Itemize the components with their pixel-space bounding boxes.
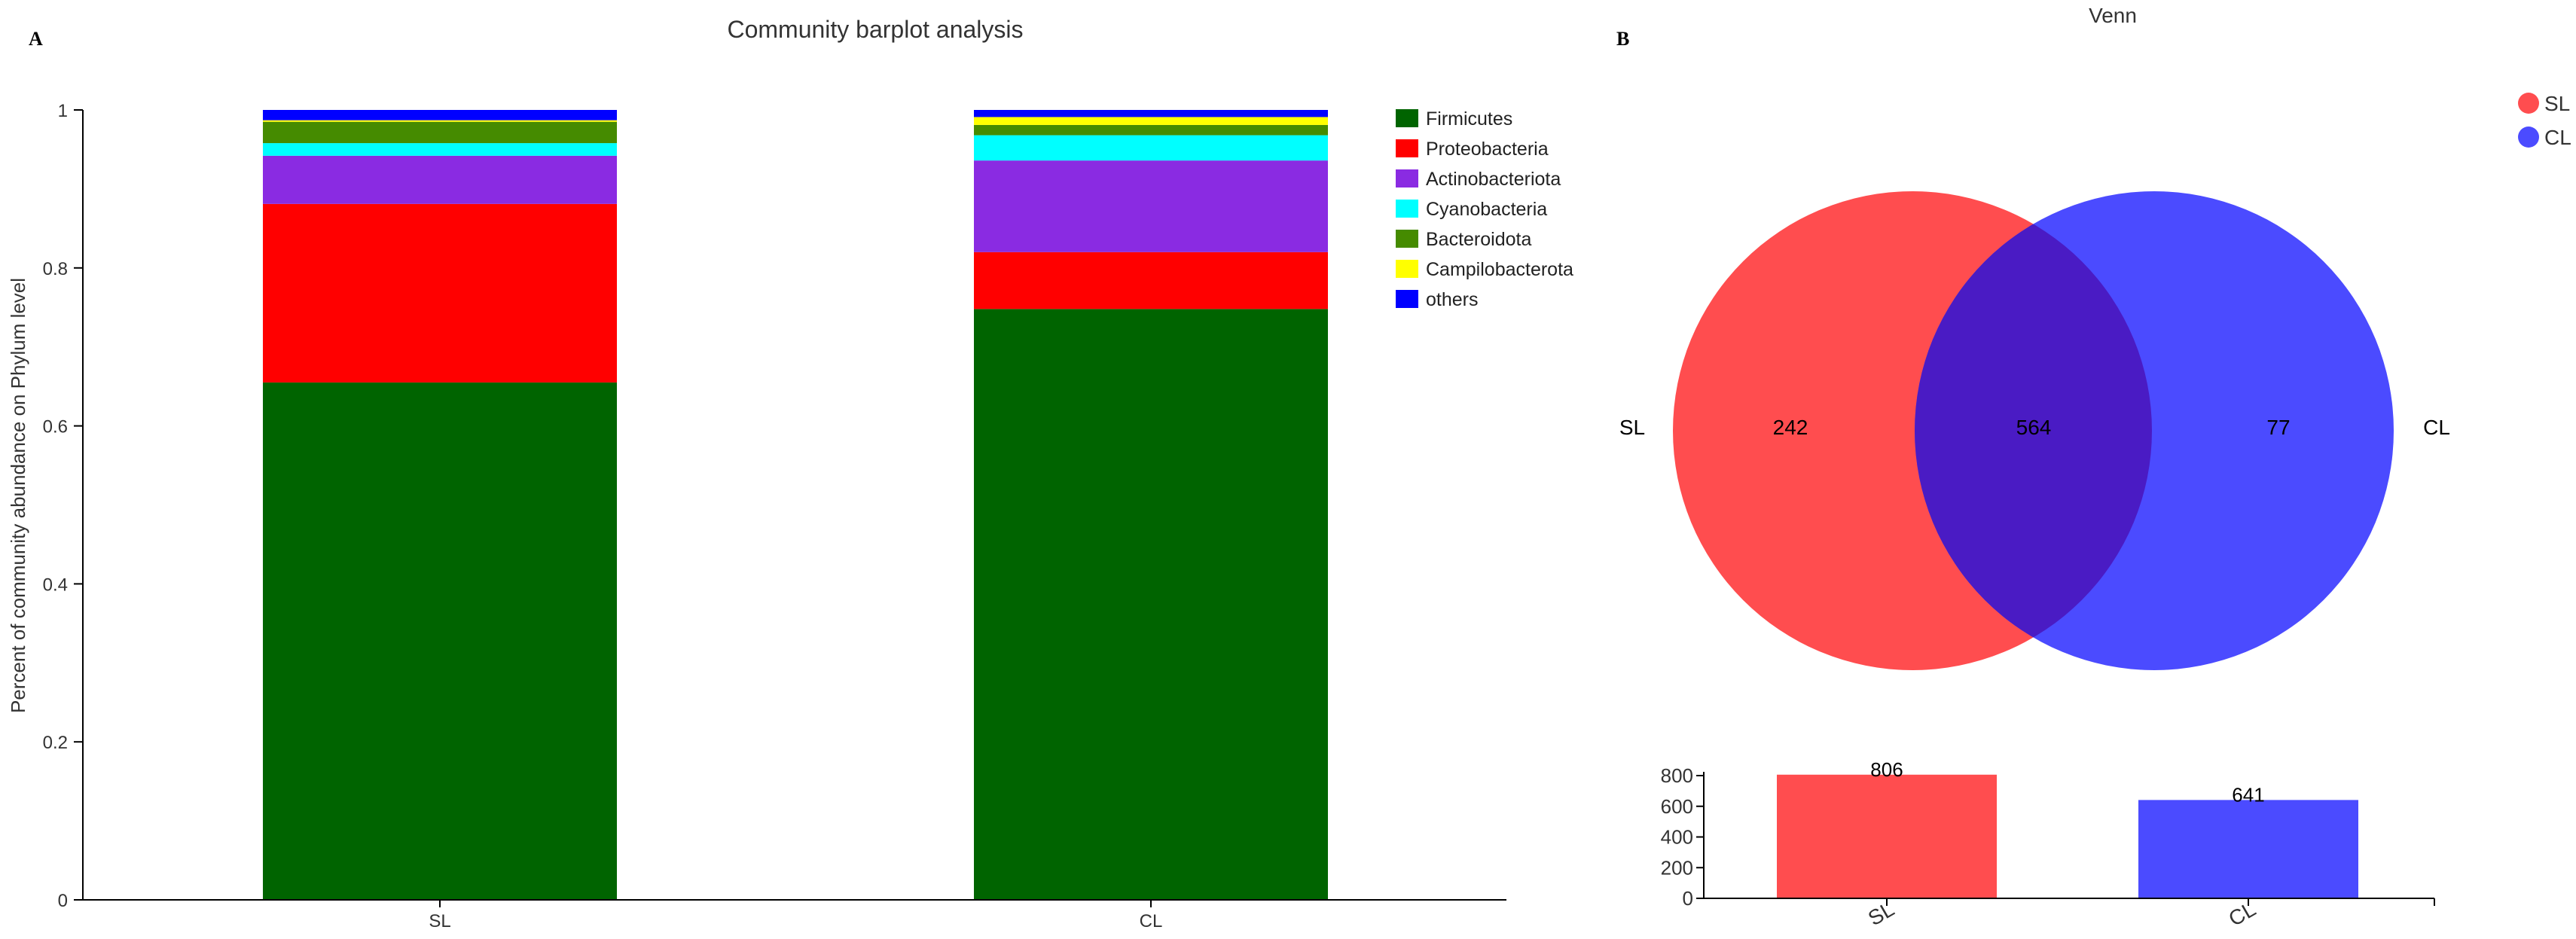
bar-segment-cl-actinobacteriota — [974, 160, 1328, 252]
venn-title: Venn — [2089, 4, 2137, 27]
venn-legend-label-cl: CL — [2544, 126, 2571, 149]
barplot-x-tick-label-sl: SL — [429, 911, 450, 931]
legend-swatch-others — [1396, 290, 1418, 308]
barplot-bars — [263, 110, 1328, 900]
legend-label-others: others — [1426, 289, 1478, 310]
venn-count-sl-only: 242 — [1773, 416, 1808, 439]
barplot-title: Community barplot analysis — [727, 16, 1023, 43]
legend-swatch-campilobacterota — [1396, 260, 1418, 278]
totals-bars: 806 641 — [1777, 758, 2358, 898]
venn-legend-dot-sl — [2518, 93, 2539, 114]
panel-b-label: B — [1616, 28, 1629, 50]
barplot-y-tick-label: 0.8 — [43, 259, 68, 279]
barplot-y-tick-label: 0 — [58, 891, 68, 911]
venn-set-label-cl: CL — [2423, 416, 2450, 439]
bar-segment-cl-cyanobacteria — [974, 135, 1328, 161]
barplot-y-axis-label: Percent of community abundance on Phylum… — [7, 278, 29, 713]
bar-segment-cl-firmicutes — [974, 309, 1328, 900]
venn-legend-label-sl: SL — [2544, 92, 2570, 115]
venn-set-label-sl: SL — [1619, 416, 1645, 439]
barplot-y-tick-label: 0.4 — [43, 575, 68, 595]
bar-segment-sl-campilobacterota — [263, 120, 617, 122]
bar-segment-sl-bacteroidota — [263, 121, 617, 144]
totals-x-tick-label-sl: SL — [1864, 897, 1898, 930]
totals-value-label-cl: 641 — [2232, 783, 2264, 806]
totals-y-ticks: 0 200 400 600 800 — [1661, 764, 1704, 910]
totals-y-tick-label: 600 — [1661, 795, 1693, 818]
legend-swatch-firmicutes — [1396, 109, 1418, 127]
venn-count-intersection: 564 — [2016, 416, 2052, 439]
legend-swatch-bacteroidota — [1396, 230, 1418, 248]
bar-segment-sl-others — [263, 110, 617, 120]
legend-label-actinobacteriota: Actinobacteriota — [1426, 169, 1561, 190]
bar-segment-cl-bacteroidota — [974, 124, 1328, 136]
barplot-x-ticks: SL CL — [429, 900, 1162, 931]
bar-segment-cl-campilobacterota — [974, 117, 1328, 125]
legend-label-cyanobacteria: Cyanobacteria — [1426, 199, 1547, 220]
venn-intersection — [1915, 191, 2152, 670]
totals-bar-cl — [2138, 800, 2358, 898]
bar-segment-sl-proteobacteria — [263, 203, 617, 383]
totals-axes — [1703, 772, 2434, 899]
totals-x-ticks: SL CL — [1864, 897, 2435, 931]
bar-segment-sl-firmicutes — [263, 382, 617, 900]
totals-y-tick-label: 800 — [1661, 764, 1693, 787]
bar-segment-cl-others — [974, 110, 1328, 117]
legend-label-bacteroidota: Bacteroidota — [1426, 229, 1531, 250]
venn-legend: SL CL — [2518, 92, 2571, 149]
barplot-y-tick-label: 0.2 — [43, 733, 68, 753]
legend-label-firmicutes: Firmicutes — [1426, 108, 1512, 130]
venn-legend-dot-cl — [2518, 127, 2539, 148]
legend-swatch-proteobacteria — [1396, 139, 1418, 157]
legend-swatch-actinobacteriota — [1396, 169, 1418, 187]
panel-a-label: A — [29, 28, 43, 50]
barplot-y-tick-label: 0.6 — [43, 417, 68, 437]
totals-bar-sl — [1777, 774, 1997, 898]
barplot-x-tick-label-cl: CL — [1140, 911, 1163, 931]
totals-x-tick-label-cl: CL — [2224, 897, 2260, 931]
legend-label-proteobacteria: Proteobacteria — [1426, 139, 1549, 160]
barplot-y-ticks: 0 0.2 0.4 0.6 0.8 1 — [43, 101, 83, 911]
totals-y-tick-label: 400 — [1661, 826, 1693, 849]
barplot-axes — [82, 110, 1506, 901]
barplot-y-tick-label: 1 — [58, 101, 68, 121]
bar-segment-sl-cyanobacteria — [263, 143, 617, 156]
venn-count-cl-only: 77 — [2266, 416, 2290, 439]
legend-label-campilobacterota: Campilobacterota — [1426, 259, 1573, 280]
totals-value-label-sl: 806 — [1870, 758, 1903, 781]
totals-y-tick-label: 0 — [1683, 887, 1693, 910]
legend-swatch-cyanobacteria — [1396, 200, 1418, 218]
bar-segment-sl-actinobacteriota — [263, 155, 617, 204]
totals-y-tick-label: 200 — [1661, 856, 1693, 879]
venn-diagram: SL CL 242 564 77 — [1619, 191, 2450, 670]
bar-segment-cl-proteobacteria — [974, 252, 1328, 309]
barplot-legend: Firmicutes Proteobacteria Actinobacteriota… — [1396, 108, 1573, 310]
